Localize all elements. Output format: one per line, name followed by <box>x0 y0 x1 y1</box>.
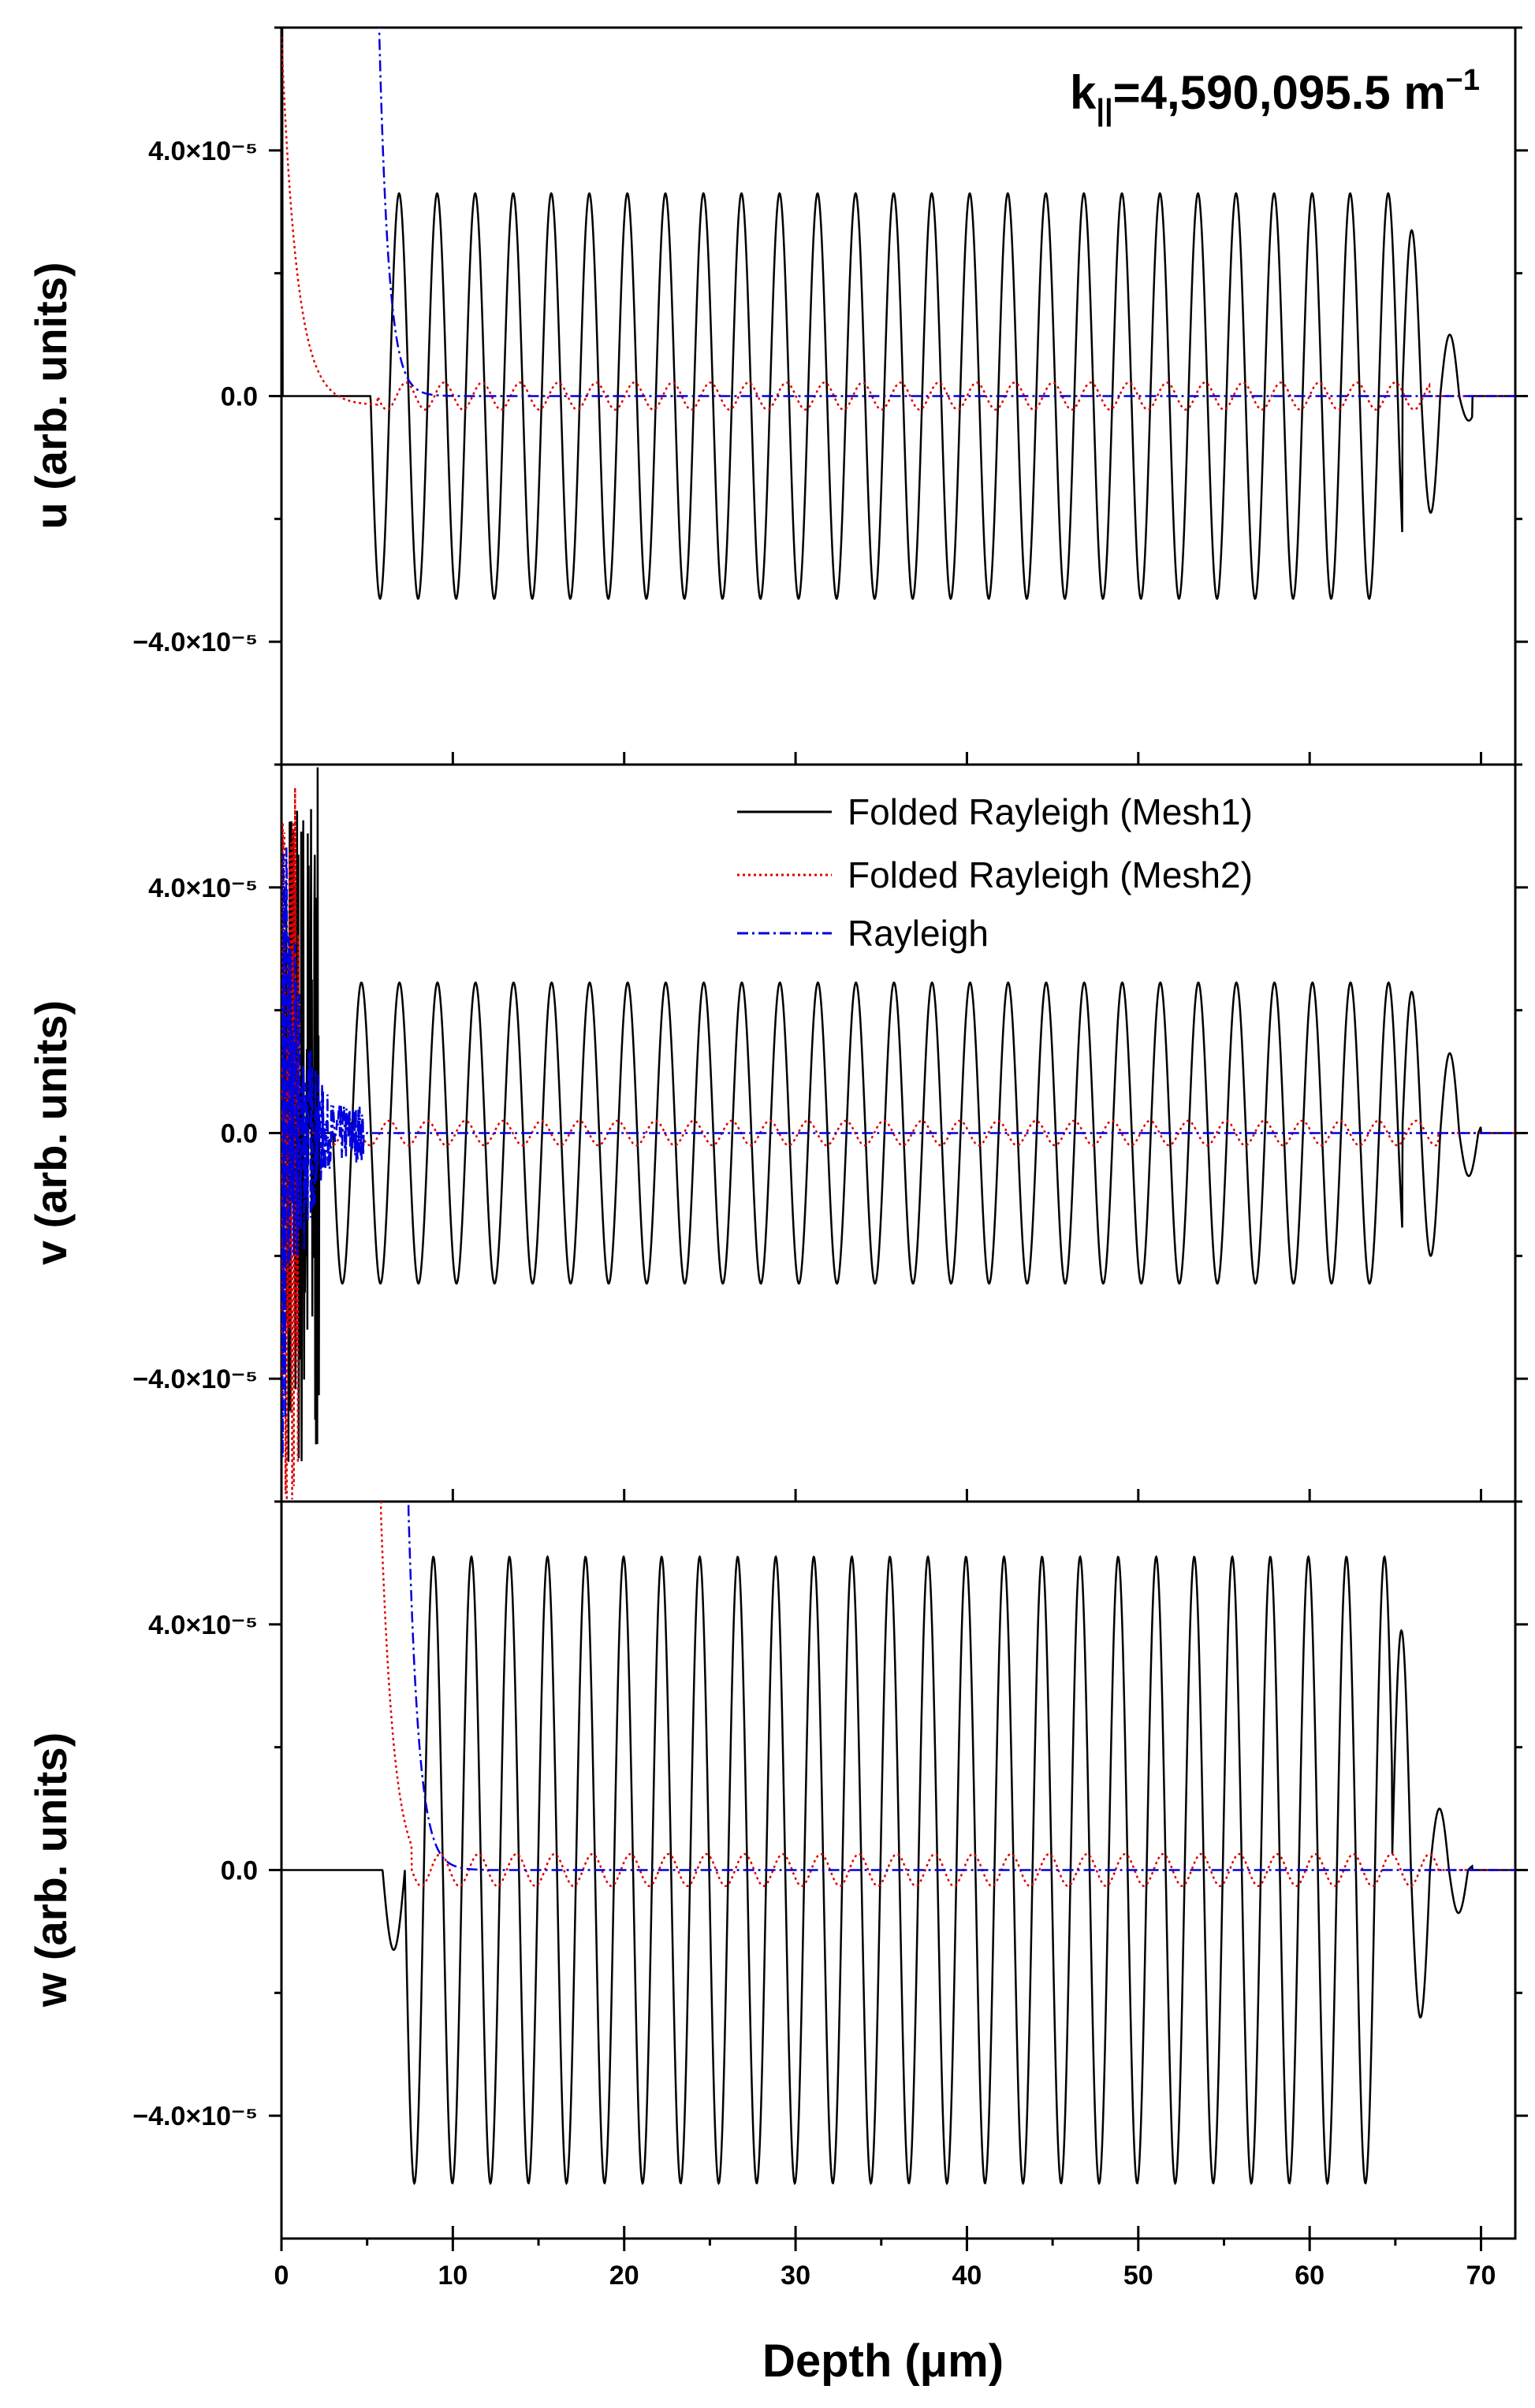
panel-w-ticks: −4.0×10⁻⁵ 0.0 4.0×10⁻⁵ <box>132 1500 1528 2239</box>
x-tick-label: 20 <box>609 2261 639 2291</box>
annotation-prefix: k <box>1070 66 1097 119</box>
y-tick-label: 0.0 <box>221 382 258 412</box>
panel-u-ylabel: u (arb. units) <box>26 262 76 529</box>
legend-label-rayleigh: Rayleigh <box>848 913 989 954</box>
series-w-rayleigh <box>407 1502 1515 1871</box>
panel-v-ticks: −4.0×10⁻⁵ 0.0 4.0×10⁻⁵ <box>132 763 1528 1502</box>
y-tick-label: −4.0×10⁻⁵ <box>132 2101 258 2131</box>
panel-w-curves <box>281 1502 1515 2186</box>
annotation-superscript: −1 <box>1446 64 1480 97</box>
y-tick-label: −4.0×10⁻⁵ <box>132 1364 258 1394</box>
series-v-mesh2 <box>281 787 1515 1501</box>
x-tick-label: 30 <box>781 2261 810 2291</box>
y-tick-label: −4.0×10⁻⁵ <box>132 627 258 657</box>
panel-v: −4.0×10⁻⁵ 0.0 4.0×10⁻⁵ v (arb. units) <box>26 763 1528 1503</box>
panel-v-ylabel: v (arb. units) <box>26 1000 76 1265</box>
x-tick-label: 0 <box>274 2261 289 2291</box>
series-u-mesh1 <box>281 28 1515 601</box>
legend: Folded Rayleigh (Mesh1) Folded Rayleigh … <box>737 791 1253 954</box>
wavevector-annotation: k||=4,590,095.5 m−1 <box>1070 64 1480 127</box>
x-tick-label: 40 <box>952 2261 982 2291</box>
x-tick-label: 70 <box>1466 2261 1496 2291</box>
legend-label-mesh1: Folded Rayleigh (Mesh1) <box>848 791 1253 832</box>
y-tick-label: 0.0 <box>221 1856 258 1886</box>
y-tick-label: 0.0 <box>221 1119 258 1149</box>
series-u-rayleigh <box>378 28 1515 397</box>
y-tick-label: 4.0×10⁻⁵ <box>148 136 258 166</box>
series-v-mesh1 <box>281 767 1515 1502</box>
annotation-subscript: || <box>1096 94 1112 127</box>
x-tick-label: 10 <box>438 2261 468 2291</box>
series-w-mesh2 <box>379 1502 1515 1888</box>
panel-u-ticks: −4.0×10⁻⁵ 0.0 4.0×10⁻⁵ <box>132 26 1528 765</box>
x-axis: 0 10 20 30 40 50 60 70 <box>274 2239 1496 2291</box>
panel-w-ylabel: w (arb. units) <box>26 1732 76 2008</box>
x-axis-label: Depth (μm) <box>762 2335 1004 2387</box>
panel-v-curves <box>281 767 1515 1502</box>
x-tick-label: 60 <box>1295 2261 1324 2291</box>
panel-u-curves <box>281 28 1515 601</box>
y-tick-label: 4.0×10⁻⁵ <box>148 1610 258 1640</box>
panel-w: −4.0×10⁻⁵ 0.0 4.0×10⁻⁵ w (arb. units) <box>26 1500 1528 2240</box>
series-w-mesh1 <box>281 1554 1515 2186</box>
series-v-rayleigh_noisy <box>281 847 1515 1457</box>
y-tick-label: 4.0×10⁻⁵ <box>148 873 258 903</box>
legend-label-mesh2: Folded Rayleigh (Mesh2) <box>848 854 1253 895</box>
x-tick-label: 50 <box>1123 2261 1153 2291</box>
annotation-value: =4,590,095.5 m <box>1113 66 1446 119</box>
series-u-mesh2 <box>281 36 1515 411</box>
